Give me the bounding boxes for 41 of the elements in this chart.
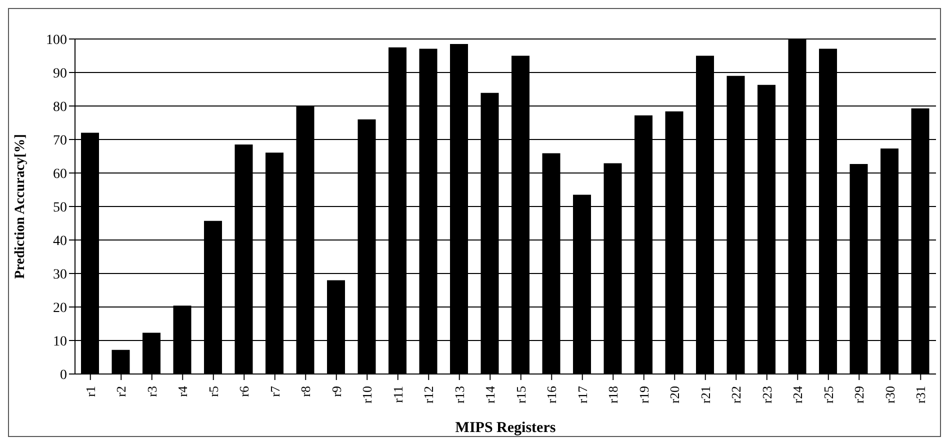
y-tick-label: 60 (53, 166, 67, 182)
y-tick-label: 90 (53, 66, 67, 82)
y-tick-label: 0 (60, 368, 67, 383)
x-tick-label: r18 (606, 386, 621, 404)
x-tick-label: r12 (421, 386, 436, 404)
x-tick-label: r3 (144, 386, 160, 397)
x-tick-label: r6 (236, 386, 252, 397)
y-tick-label: 50 (53, 200, 67, 216)
x-tick-label: r31 (913, 386, 928, 404)
x-tick-label: r10 (360, 386, 375, 404)
y-axis-title: Prediction Accuracy[%] (12, 134, 28, 279)
x-tick-label: r5 (206, 386, 221, 397)
x-tick-label: r17 (574, 386, 590, 404)
x-tick-label: r29 (852, 386, 867, 404)
x-tick-label: r23 (759, 386, 774, 404)
x-tick-label: r9 (328, 386, 344, 397)
y-tick-label: 100 (46, 32, 67, 48)
x-tick-label: r15 (513, 386, 528, 404)
x-axis-title: MIPS Registers (455, 420, 556, 436)
x-tick-label: r2 (114, 386, 129, 397)
y-tick-label: 20 (53, 300, 67, 316)
x-tick-label: r22 (728, 386, 744, 404)
x-tick-label: r30 (882, 386, 898, 404)
y-tick-label: 80 (53, 100, 67, 115)
x-tick-label: r20 (667, 386, 682, 404)
y-tick-label: 40 (53, 234, 67, 249)
x-tick-label: r4 (175, 386, 190, 397)
x-tick-label: r19 (636, 386, 652, 404)
x-tick-label: r14 (482, 386, 498, 404)
x-tick-label: r21 (698, 386, 713, 404)
x-tick-label: r16 (544, 386, 560, 404)
y-tick-label: 10 (53, 334, 67, 350)
x-tick-label: r7 (267, 386, 282, 397)
x-tick-label: r13 (452, 386, 467, 404)
x-tick-label: r25 (820, 386, 836, 404)
x-tick-label: r1 (82, 386, 98, 397)
x-tick-label: r8 (298, 386, 314, 397)
y-tick-label: 70 (53, 133, 67, 148)
y-tick-label: 30 (53, 267, 67, 282)
x-tick-label: r11 (390, 386, 406, 403)
x-tick-label: r24 (790, 386, 806, 404)
